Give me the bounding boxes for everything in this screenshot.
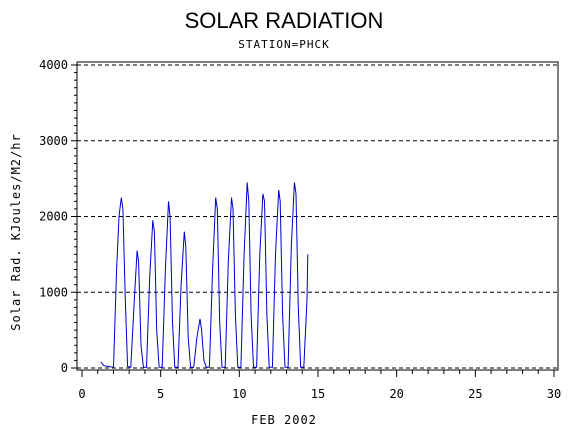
x-axis-label: FEB 2002 bbox=[251, 413, 317, 427]
x-tick-label: 20 bbox=[389, 387, 403, 401]
gridlines bbox=[77, 64, 558, 369]
x-tick-label: 5 bbox=[157, 387, 164, 401]
x-tick-label: 15 bbox=[311, 387, 325, 401]
y-tick-label: 4000 bbox=[39, 58, 68, 72]
x-tick-label: 10 bbox=[232, 387, 246, 401]
y-axis-label: Solar Rad. KJoules/M2/hr bbox=[9, 133, 23, 330]
x-tick-label: 30 bbox=[547, 387, 561, 401]
x-tick-label: 25 bbox=[468, 387, 482, 401]
chart-subtitle: STATION=PHCK bbox=[238, 38, 329, 51]
data-series bbox=[100, 182, 309, 368]
y-tick-label: 0 bbox=[61, 361, 68, 375]
chart-title: SOLAR RADIATION bbox=[185, 8, 384, 33]
series-line bbox=[100, 182, 309, 368]
y-axis: 0 1000 2000 3000 4000 bbox=[39, 58, 77, 375]
y-tick-label: 1000 bbox=[39, 285, 68, 299]
x-axis: 0 5 10 15 20 25 30 bbox=[78, 370, 561, 401]
y-tick-label: 3000 bbox=[39, 134, 68, 148]
x-tick-label: 0 bbox=[78, 387, 85, 401]
y-tick-label: 2000 bbox=[39, 210, 68, 224]
